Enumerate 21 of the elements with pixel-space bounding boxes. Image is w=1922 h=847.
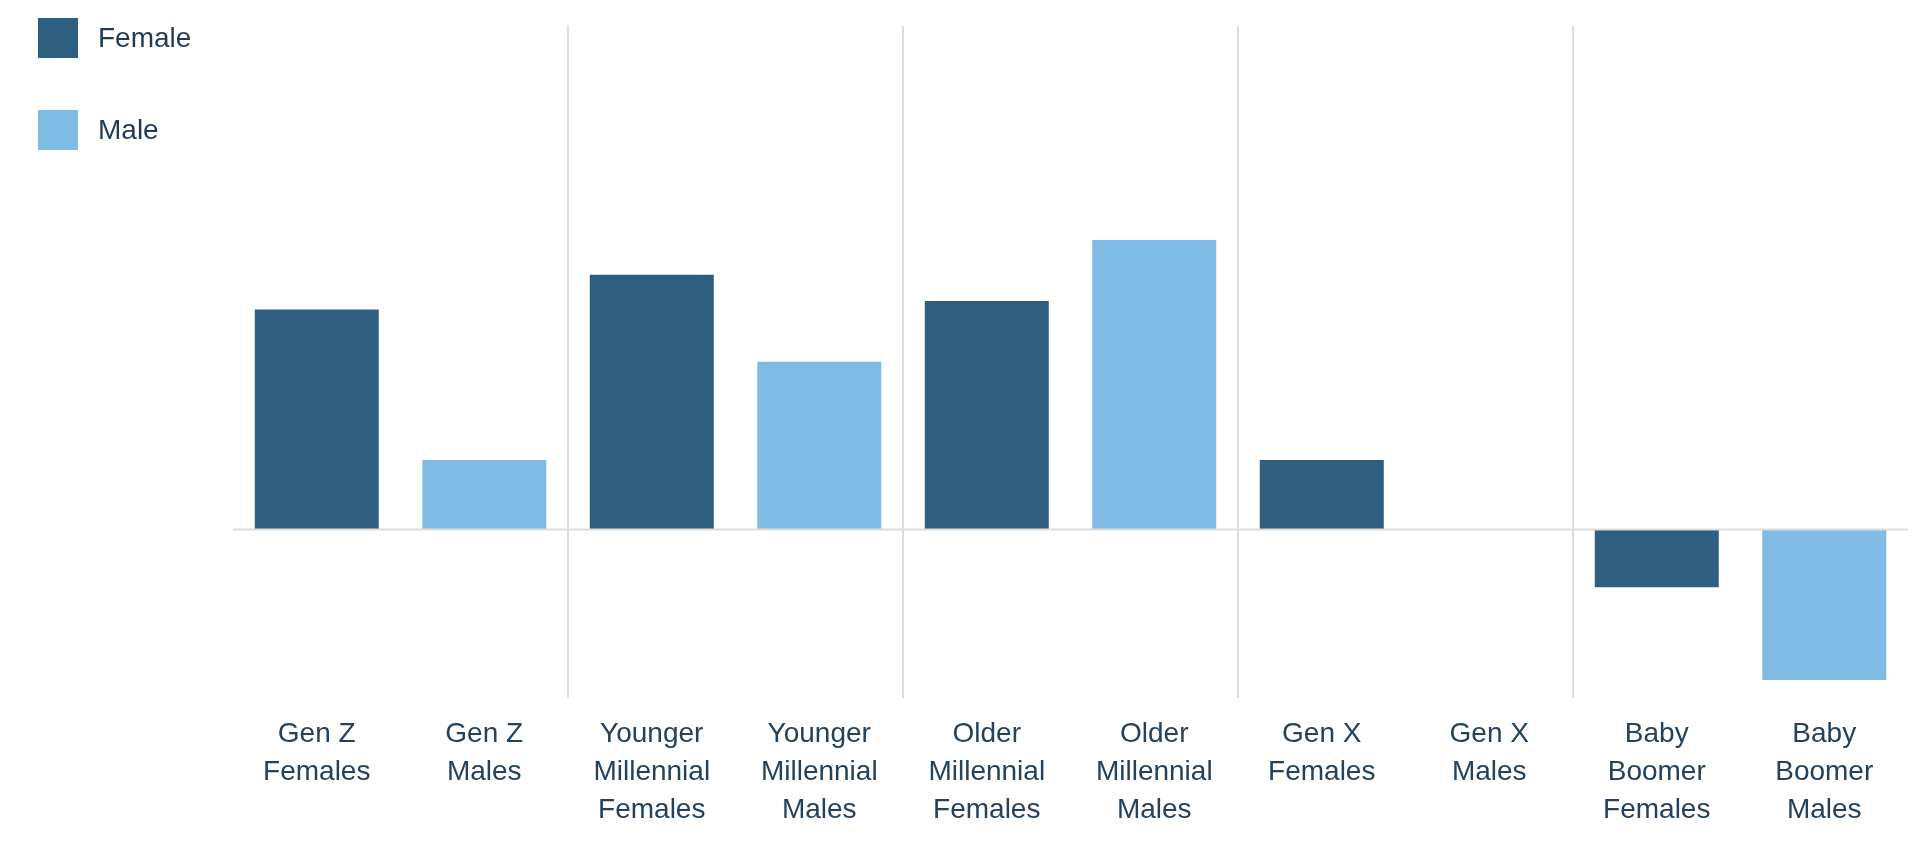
bar xyxy=(589,274,714,530)
bar xyxy=(1092,240,1217,530)
x-tick-label: Gen X Males xyxy=(1449,717,1530,786)
x-tick-label: Gen Z Females xyxy=(263,717,371,786)
bar xyxy=(254,309,379,530)
x-tick-label: Gen Z Males xyxy=(445,717,524,786)
bar xyxy=(1259,460,1384,530)
x-tick-label: Baby Boomer Males xyxy=(1775,717,1874,824)
bar xyxy=(1762,529,1887,680)
bar xyxy=(757,361,882,530)
legend-label: Female xyxy=(98,22,192,54)
x-tick-label: Younger Millennial Males xyxy=(760,717,878,824)
x-tick-label: Gen X Females xyxy=(1268,717,1376,786)
x-tick-label: Younger Millennial Females xyxy=(593,717,711,824)
legend-label: Male xyxy=(98,114,159,146)
bar xyxy=(1594,529,1719,588)
x-tick-label: Baby Boomer Females xyxy=(1603,717,1711,824)
bar xyxy=(924,300,1049,530)
bar xyxy=(422,460,547,530)
x-tick-label: Older Millennial Males xyxy=(1095,717,1213,824)
x-tick-label: Older Millennial Females xyxy=(928,717,1046,824)
